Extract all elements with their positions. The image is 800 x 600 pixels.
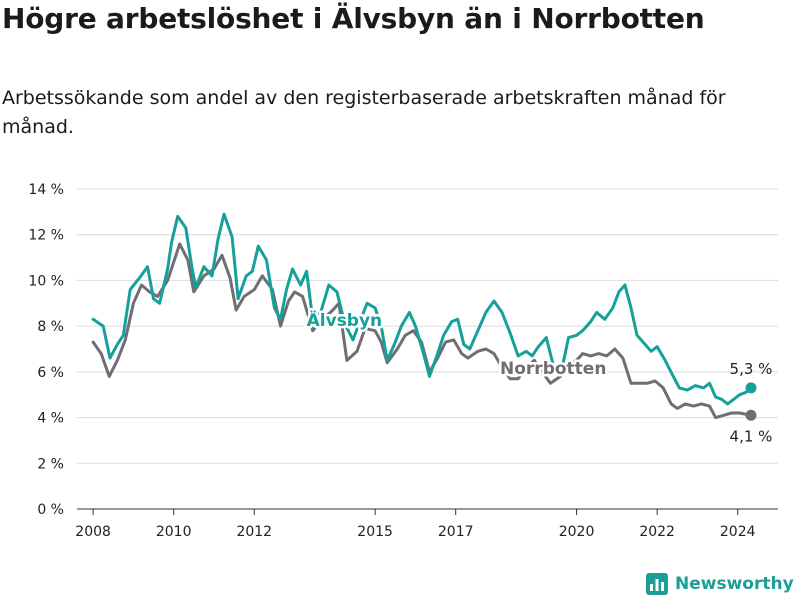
brand-name: Newsworthy: [675, 574, 794, 594]
grid-lines: [77, 188, 778, 464]
y-tick-label: 8 %: [37, 319, 64, 335]
y-tick-label: 12 %: [28, 228, 64, 244]
labels: Älvsbyn Norrbotten 5,3 % 4,1 %: [304, 307, 773, 446]
x-tick-label: 2010: [156, 524, 192, 540]
chart-title: Högre arbetslöshet i Älvsbyn än i Norrbo…: [2, 2, 705, 35]
series: [91, 212, 757, 421]
alvsbyn-end-value: 5,3 %: [730, 360, 773, 378]
y-tick-label: 2 %: [37, 456, 64, 472]
x-tick-label: 2024: [720, 524, 756, 540]
alvsbyn-line: [91, 212, 753, 406]
y-tick-label: 4 %: [37, 411, 64, 427]
x-tick-label: 2020: [559, 524, 595, 540]
norrbotten-end-value: 4,1 %: [730, 427, 773, 445]
norrbotten-end-marker: [745, 409, 757, 421]
alvsbyn-series-label: Älvsbyn: [307, 309, 383, 331]
brand-logo[interactable]: Newsworthy: [645, 570, 794, 598]
norrbotten-series-label: Norrbotten: [500, 359, 606, 379]
x-tick-label: 2008: [75, 524, 111, 540]
x-tick-label: 2015: [357, 524, 393, 540]
alvsbyn-end-marker: [745, 382, 757, 394]
x-tick-label: 2017: [438, 524, 474, 540]
x-tick-label: 2012: [236, 524, 272, 540]
y-tick-label: 0 %: [37, 502, 64, 518]
y-tick-label: 6 %: [37, 365, 64, 381]
y-tick-label: 14 %: [28, 182, 64, 198]
y-tick-label: 10 %: [28, 273, 64, 289]
axes: 0 % 2 % 4 % 6 % 8 % 10 % 12 % 14 % 2008 2010 2012 2…: [28, 182, 778, 540]
chart-subtitle: Arbetssökande som andel av den registerb…: [2, 87, 726, 138]
newsworthy-icon: [646, 573, 668, 595]
x-tick-label: 2022: [639, 524, 675, 540]
